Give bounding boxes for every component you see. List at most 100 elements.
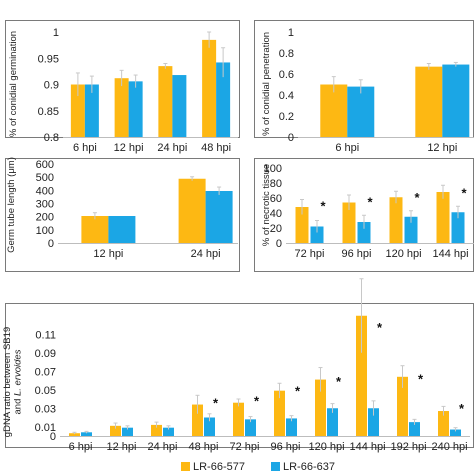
bar bbox=[389, 197, 403, 243]
bar bbox=[128, 81, 143, 137]
bar bbox=[84, 84, 99, 137]
x-tick-label: 6 hpi bbox=[69, 441, 93, 453]
y-tick-label: 1 bbox=[53, 27, 59, 39]
significance-marker: * bbox=[254, 394, 260, 409]
significance-marker: * bbox=[367, 195, 373, 210]
x-tick-label: 12 hpi bbox=[93, 248, 123, 260]
bar bbox=[310, 226, 324, 243]
y-tick-label: 20 bbox=[270, 223, 282, 235]
y-tick-label: 0.03 bbox=[35, 403, 56, 415]
bar bbox=[295, 207, 309, 243]
significance-marker: * bbox=[295, 383, 301, 398]
legend-label-lr-66-577: LR-66-577 bbox=[193, 461, 245, 473]
bar bbox=[327, 408, 338, 436]
bar bbox=[315, 379, 326, 436]
y-tick-label: 0.11 bbox=[35, 329, 56, 341]
y-tick-label: 0.07 bbox=[35, 366, 56, 378]
bar bbox=[163, 427, 174, 436]
y-axis-label: % of necrotic tissue bbox=[261, 164, 272, 246]
y-tick-label: 0.8 bbox=[279, 48, 294, 60]
bar bbox=[216, 62, 231, 138]
y-tick-label: 500 bbox=[36, 172, 54, 184]
bar bbox=[245, 419, 256, 436]
y-tick-label: 40 bbox=[270, 208, 282, 220]
panel-a: 0.8 0.85 0.9 0.95 1 % of conidial germination… bbox=[5, 20, 240, 154]
bar bbox=[205, 190, 233, 243]
y-tick-label: 80 bbox=[270, 178, 282, 190]
significance-marker: * bbox=[414, 190, 420, 205]
x-tick-label: 12 hpi bbox=[427, 142, 457, 154]
panel-b: 0 0.2 0.4 0.6 0.8 1 % of conidial penetration 6… bbox=[254, 20, 474, 154]
bar bbox=[451, 212, 465, 243]
bar bbox=[108, 216, 136, 243]
bar bbox=[192, 404, 203, 436]
y-tick-label: 60 bbox=[270, 193, 282, 205]
x-tick-label: 12 hpi bbox=[107, 441, 137, 453]
bar bbox=[274, 390, 285, 436]
bar bbox=[81, 432, 92, 436]
x-tick-label: 48 hpi bbox=[189, 441, 219, 453]
bar bbox=[436, 192, 450, 243]
bar bbox=[357, 222, 371, 243]
y-tick-label: 300 bbox=[36, 199, 54, 211]
y-tick-label: 0.9 bbox=[44, 80, 59, 92]
y-tick-label: 200 bbox=[36, 212, 54, 224]
x-tick-label: 24 hpi bbox=[157, 142, 187, 154]
bar bbox=[151, 424, 162, 436]
significance-marker: * bbox=[461, 186, 467, 201]
y-tick-label: 400 bbox=[36, 185, 54, 197]
bar bbox=[397, 376, 408, 436]
bar bbox=[158, 66, 173, 137]
bar bbox=[114, 78, 129, 137]
bar bbox=[368, 408, 379, 436]
y-tick-label: 0.2 bbox=[279, 111, 294, 123]
y-tick-label: 0 bbox=[276, 238, 282, 250]
bar bbox=[178, 178, 206, 243]
significance-marker: * bbox=[320, 198, 326, 213]
y-tick-label: 600 bbox=[36, 159, 54, 171]
x-tick-label: 24 hpi bbox=[148, 441, 178, 453]
panel-e: 00.01 0.03 0.05 0.07 0.09 0.11 gDNA ratio betw… bbox=[2, 278, 474, 453]
significance-marker: * bbox=[377, 320, 383, 335]
x-tick-label: 96 hpi bbox=[271, 441, 301, 453]
bar bbox=[204, 417, 215, 436]
y-tick-label: 0 bbox=[50, 431, 56, 443]
legend: LR-66-577 LR-66-637 bbox=[181, 461, 335, 473]
y-tick-label: 0.95 bbox=[38, 53, 59, 65]
y-tick-label: 0.6 bbox=[279, 69, 294, 81]
bar bbox=[286, 418, 297, 436]
bar bbox=[70, 84, 85, 137]
panel-d: 0 20 40 60 80 100% of necrotic tissue 72 hpi * 9… bbox=[254, 158, 474, 272]
x-tick-label: 240 hpi bbox=[431, 441, 467, 453]
legend-swatch-lr-66-577 bbox=[181, 462, 190, 471]
x-tick-label: 24 hpi bbox=[191, 248, 221, 260]
bar bbox=[347, 86, 375, 137]
x-tick-label: 120 hpi bbox=[385, 248, 421, 260]
y-axis-label: gDNA ratio between SB19and L. ervoides bbox=[2, 327, 24, 437]
bar bbox=[442, 64, 470, 137]
legend-label-lr-66-637: LR-66-637 bbox=[283, 461, 335, 473]
bar bbox=[409, 422, 420, 436]
bar bbox=[450, 429, 461, 436]
x-tick-label: 72 hpi bbox=[230, 441, 260, 453]
bar bbox=[404, 216, 418, 243]
bar bbox=[202, 39, 217, 137]
significance-marker: * bbox=[336, 374, 342, 389]
x-tick-label: 6 hpi bbox=[335, 142, 359, 154]
bar bbox=[110, 425, 121, 436]
y-axis-label: Germ tube length (μm) bbox=[6, 157, 17, 253]
y-tick-label: 1 bbox=[288, 27, 294, 39]
y-tick-label: 0.4 bbox=[279, 90, 294, 102]
bar bbox=[122, 427, 133, 436]
bar bbox=[342, 202, 356, 243]
y-tick-label: 100 bbox=[264, 163, 282, 175]
y-tick-label: 0.01 bbox=[35, 422, 56, 434]
bar bbox=[356, 315, 367, 436]
y-tick-label: 0.85 bbox=[38, 106, 59, 118]
y-axis-label: % of conidial penetration bbox=[261, 32, 272, 136]
y-tick-label: 0 bbox=[48, 238, 54, 250]
panel-frame bbox=[5, 158, 240, 272]
bar bbox=[438, 411, 449, 436]
